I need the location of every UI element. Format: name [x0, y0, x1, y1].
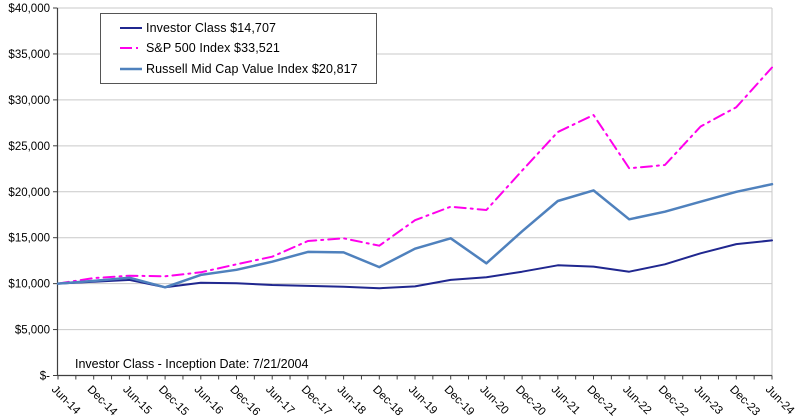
- x-tick-label: Jun-17: [263, 384, 296, 417]
- x-tick-label: Jun-16: [192, 384, 225, 417]
- x-tick-label: Jun-18: [334, 384, 367, 417]
- x-tick-label: Jun-20: [477, 384, 510, 417]
- y-tick-label: $-: [40, 371, 50, 383]
- x-tick-label: Dec-22: [656, 384, 691, 419]
- legend-swatch-line: [120, 47, 142, 50]
- x-tick-label: Jun-14: [49, 384, 83, 418]
- x-tick-label: Dec-17: [299, 384, 334, 419]
- legend-item-sp500: S&P 500 Index $33,521: [119, 38, 376, 58]
- x-tick-label: Jun-22: [620, 384, 653, 417]
- x-tick-label: Dec-19: [442, 384, 477, 419]
- legend-label: Russell Mid Cap Value Index $20,817: [146, 61, 358, 76]
- x-tick-label: Dec-15: [156, 384, 191, 419]
- y-tick-label: $25,000: [8, 141, 50, 153]
- series-line-investor-class: [57, 239, 773, 290]
- x-tick-label: Dec-21: [584, 384, 619, 419]
- x-tick-label: Jun-19: [406, 384, 439, 417]
- legend-label: Investor Class $14,707: [146, 21, 277, 36]
- y-tick-label: $40,000: [8, 3, 50, 15]
- y-tick-label: $10,000: [8, 279, 50, 291]
- x-tick-label: Jun-15: [120, 384, 153, 417]
- x-tick-label: Dec-20: [513, 384, 548, 419]
- legend-swatch-line: [120, 27, 142, 30]
- legend: Investor Class $14,707 S&P 500 Index $33…: [100, 13, 377, 84]
- series-line-s-p-500-index: [57, 66, 773, 285]
- inception-date-annotation: Investor Class - Inception Date: 7/21/20…: [75, 357, 309, 371]
- x-tick-label: Jun-24: [763, 384, 797, 418]
- y-tick-label: $5,000: [15, 325, 50, 337]
- y-tick-label: $35,000: [8, 49, 50, 61]
- x-tick-label: Dec-16: [227, 384, 262, 419]
- y-tick-label: $30,000: [8, 95, 50, 107]
- x-tick-label: Dec-23: [727, 384, 762, 419]
- x-tick-label: Dec-14: [85, 384, 120, 419]
- x-tick-label: Jun-23: [691, 384, 724, 417]
- series-line-russell-mid-cap-value-index: [56, 182, 774, 289]
- legend-item-investor-class: Investor Class $14,707: [119, 18, 376, 38]
- legend-swatch-line: [120, 67, 142, 71]
- legend-label: S&P 500 Index $33,521: [146, 41, 280, 56]
- x-tick-label: Dec-18: [370, 384, 405, 419]
- legend-item-russell-midcap-value: Russell Mid Cap Value Index $20,817: [119, 59, 376, 79]
- y-tick-label: $20,000: [8, 187, 50, 199]
- x-tick-label: Jun-21: [549, 384, 582, 417]
- y-tick-label: $15,000: [8, 233, 50, 245]
